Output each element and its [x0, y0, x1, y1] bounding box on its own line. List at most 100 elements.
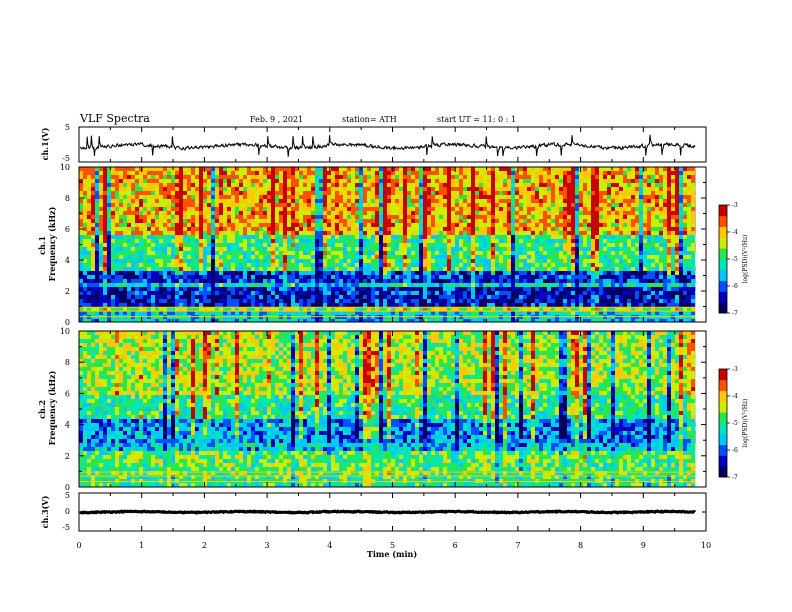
spectrogram-cell [159, 283, 163, 287]
spectrogram-cell [143, 175, 147, 179]
spectrogram-cell [167, 219, 171, 223]
spectrogram-cell [391, 215, 395, 219]
spectrogram-cell [191, 187, 195, 191]
spectrogram-cell [279, 239, 283, 243]
spectrogram-cell [499, 167, 503, 171]
spectrogram-cell [559, 191, 563, 195]
spectrogram-cell [339, 279, 343, 283]
spectrogram-cell [147, 275, 151, 279]
spectrogram-cell [215, 203, 219, 207]
spectrogram-cell [99, 255, 103, 259]
spectrogram-cell [355, 311, 359, 315]
spectrogram-cell [211, 251, 215, 255]
spectrogram-cell [211, 283, 215, 287]
spectrogram-cell [315, 247, 319, 251]
spectrogram-cell [347, 319, 351, 322]
spectrogram-cell [79, 263, 83, 267]
spectrogram-cell [487, 175, 491, 179]
spectrogram-cell [287, 283, 291, 287]
spectrogram-cell [519, 303, 523, 307]
spectrogram-cell [371, 279, 375, 283]
spectrogram-cell [243, 171, 247, 175]
spectrogram-cell [447, 227, 451, 231]
spectrogram-cell [287, 263, 291, 267]
spectrogram-cell [271, 311, 275, 315]
spectrogram-cell [331, 275, 335, 279]
spectrogram-cell [559, 231, 563, 235]
spectrogram-cell [503, 179, 507, 183]
spectrogram-cell [303, 179, 307, 183]
spectrogram-cell [363, 207, 367, 211]
spectrogram-cell [455, 199, 459, 203]
spectrogram-cell [511, 183, 515, 187]
spectrogram-cell [87, 179, 91, 183]
spectrogram-cell [251, 275, 255, 279]
spectrogram-cell [295, 239, 299, 243]
spectrogram-cell [255, 295, 259, 299]
spectrogram-cell [247, 175, 251, 179]
spectrogram-cell [535, 171, 539, 175]
spectrogram-cell [531, 211, 535, 215]
spectrogram-cell [211, 319, 215, 322]
spectrogram-cell [411, 275, 415, 279]
spectrogram-cell [199, 295, 203, 299]
spectrogram-cell [551, 175, 555, 179]
spectrogram-cell [295, 179, 299, 183]
spectrogram-cell [399, 187, 403, 191]
spectrogram-cell [311, 191, 315, 195]
spectrogram-cell [303, 231, 307, 235]
spectrogram-cell [575, 303, 579, 307]
spectrogram-cell [279, 319, 283, 322]
spectrogram-cell [539, 303, 543, 307]
spectrogram-cell [347, 175, 351, 179]
spectrogram-cell [551, 235, 555, 239]
spectrogram-cell [419, 263, 423, 267]
spectrogram-cell [307, 283, 311, 287]
spectrogram-cell [195, 231, 199, 235]
spectrogram-cell [147, 299, 151, 303]
spectrogram-cell [239, 183, 243, 187]
spectrogram-cell [379, 167, 383, 171]
spectrogram-cell [119, 223, 123, 227]
spectrogram-cell [395, 287, 399, 291]
spectrogram-cell [535, 235, 539, 239]
spectrogram-cell [107, 227, 111, 231]
spectrogram-cell [431, 207, 435, 211]
spectrogram-cell [383, 263, 387, 267]
spectrogram-cell [147, 219, 151, 223]
spectrogram-cell [419, 267, 423, 271]
spectrogram-cell [347, 223, 351, 227]
spectrogram-cell [475, 259, 479, 263]
spectrogram-cell [571, 215, 575, 219]
spectrogram-cell [543, 191, 547, 195]
spectrogram-cell [231, 167, 235, 171]
spectrogram-cell [459, 267, 463, 271]
spectrogram-cell [323, 199, 327, 203]
spectrogram-cell [95, 291, 99, 295]
spectrogram-cell [491, 255, 495, 259]
spectrogram-cell [355, 295, 359, 299]
spectrogram-cell [575, 167, 579, 171]
spectrogram-cell [303, 283, 307, 287]
spectrogram-cell [231, 267, 235, 271]
spectrogram-cell [287, 227, 291, 231]
spectrogram-cell [183, 199, 187, 203]
spectrogram-cell [375, 275, 379, 279]
spectrogram-cell [147, 167, 151, 171]
spectrogram-cell [239, 303, 243, 307]
spectrogram-cell [143, 239, 147, 243]
spectrogram-cell [219, 311, 223, 315]
spectrogram-cell [335, 239, 339, 243]
spectrogram-cell [363, 231, 367, 235]
spectrogram-cell [567, 171, 571, 175]
spectrogram-cell [559, 227, 563, 231]
spectrogram-cell [195, 183, 199, 187]
spectrogram-cell [95, 311, 99, 315]
spectrogram-cell [379, 203, 383, 207]
spectrogram-cell [539, 283, 543, 287]
spectrogram-cell [547, 247, 551, 251]
spectrogram-cell [83, 311, 87, 315]
spectrogram-cell [435, 303, 439, 307]
spectrogram-cell [535, 167, 539, 171]
spectrogram-cell [371, 271, 375, 275]
